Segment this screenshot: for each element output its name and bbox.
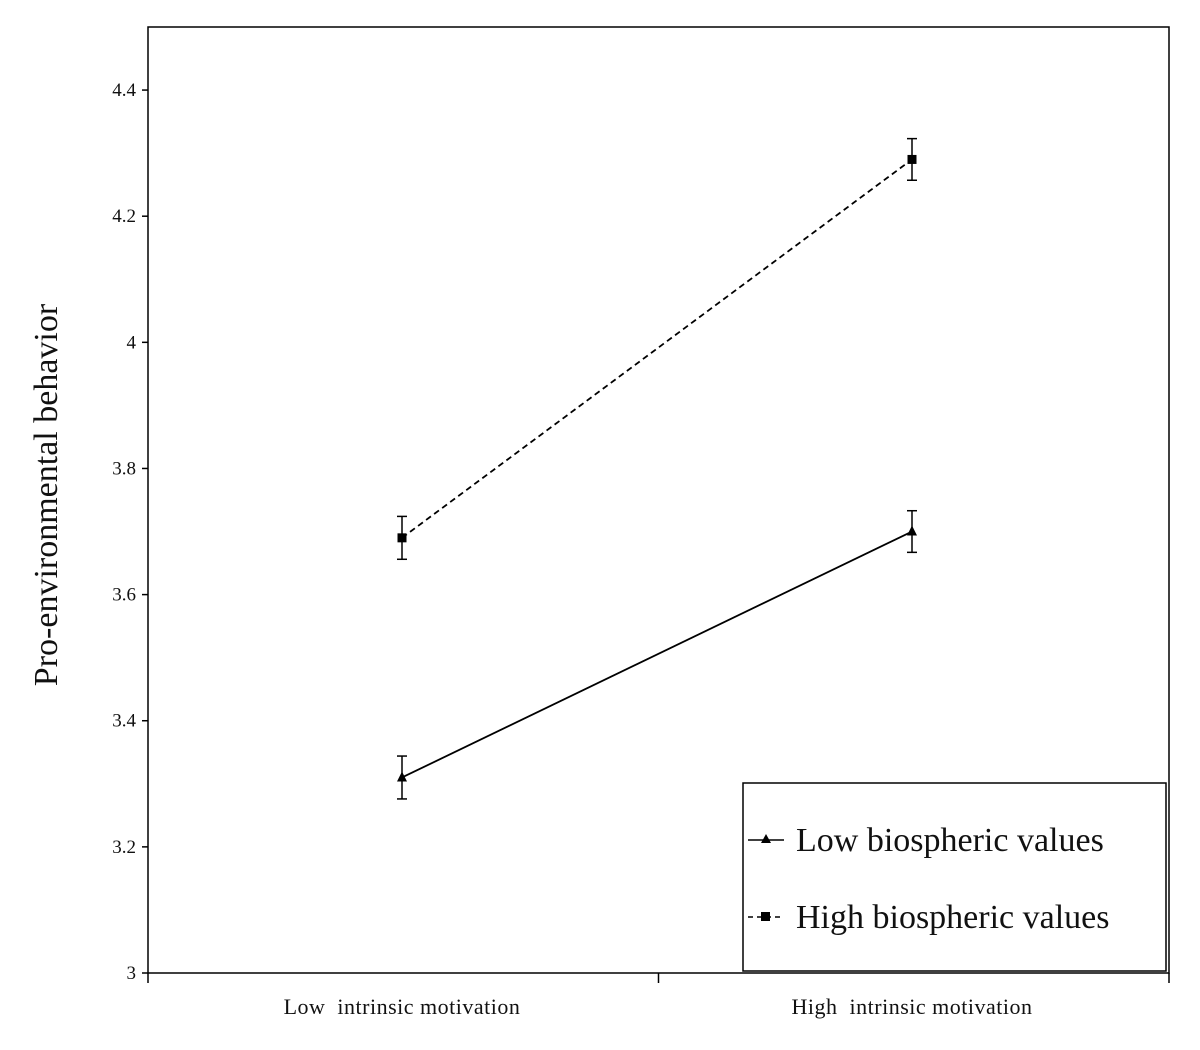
- data-point-triangle: [907, 525, 917, 536]
- series-high-biospheric: [397, 137, 917, 561]
- x-axis-ticks: Low intrinsic motivation High intrinsic m…: [147, 973, 1170, 1019]
- y-tick-label: 3.2: [112, 837, 136, 858]
- legend: Low biospheric values High biospheric va…: [742, 782, 1167, 972]
- data-point-triangle: [397, 771, 407, 782]
- y-tick-label: 3.8: [112, 458, 136, 479]
- y-tick-label: 3: [127, 963, 137, 984]
- data-point-square: [397, 533, 407, 543]
- y-tick-label: 3.6: [112, 585, 136, 606]
- series-line: [401, 530, 913, 779]
- x-tick-label: High intrinsic motivation: [792, 994, 1033, 1019]
- legend-label-high: High biospheric values: [796, 899, 1110, 936]
- legend-marker-square: [761, 912, 770, 921]
- y-axis-ticks: 3 3.2 3.4 3.6 3.8 4 4.2 4.4: [112, 80, 148, 984]
- series-line: [401, 158, 913, 539]
- x-tick-label: Low intrinsic motivation: [284, 994, 521, 1019]
- y-tick-label: 4.4: [112, 80, 136, 101]
- y-tick-label: 4.2: [112, 206, 136, 227]
- legend-label-low: Low biospheric values: [796, 822, 1104, 859]
- y-tick-label: 4: [127, 332, 137, 353]
- legend-marker-triangle: [761, 834, 771, 843]
- data-point-square: [907, 154, 917, 164]
- series-layer: [397, 137, 917, 800]
- y-tick-label: 3.4: [112, 711, 136, 732]
- series-low-biospheric: [397, 509, 917, 800]
- y-axis-title: Pro-environmental behavior: [28, 303, 65, 686]
- legend-box: [742, 782, 1167, 972]
